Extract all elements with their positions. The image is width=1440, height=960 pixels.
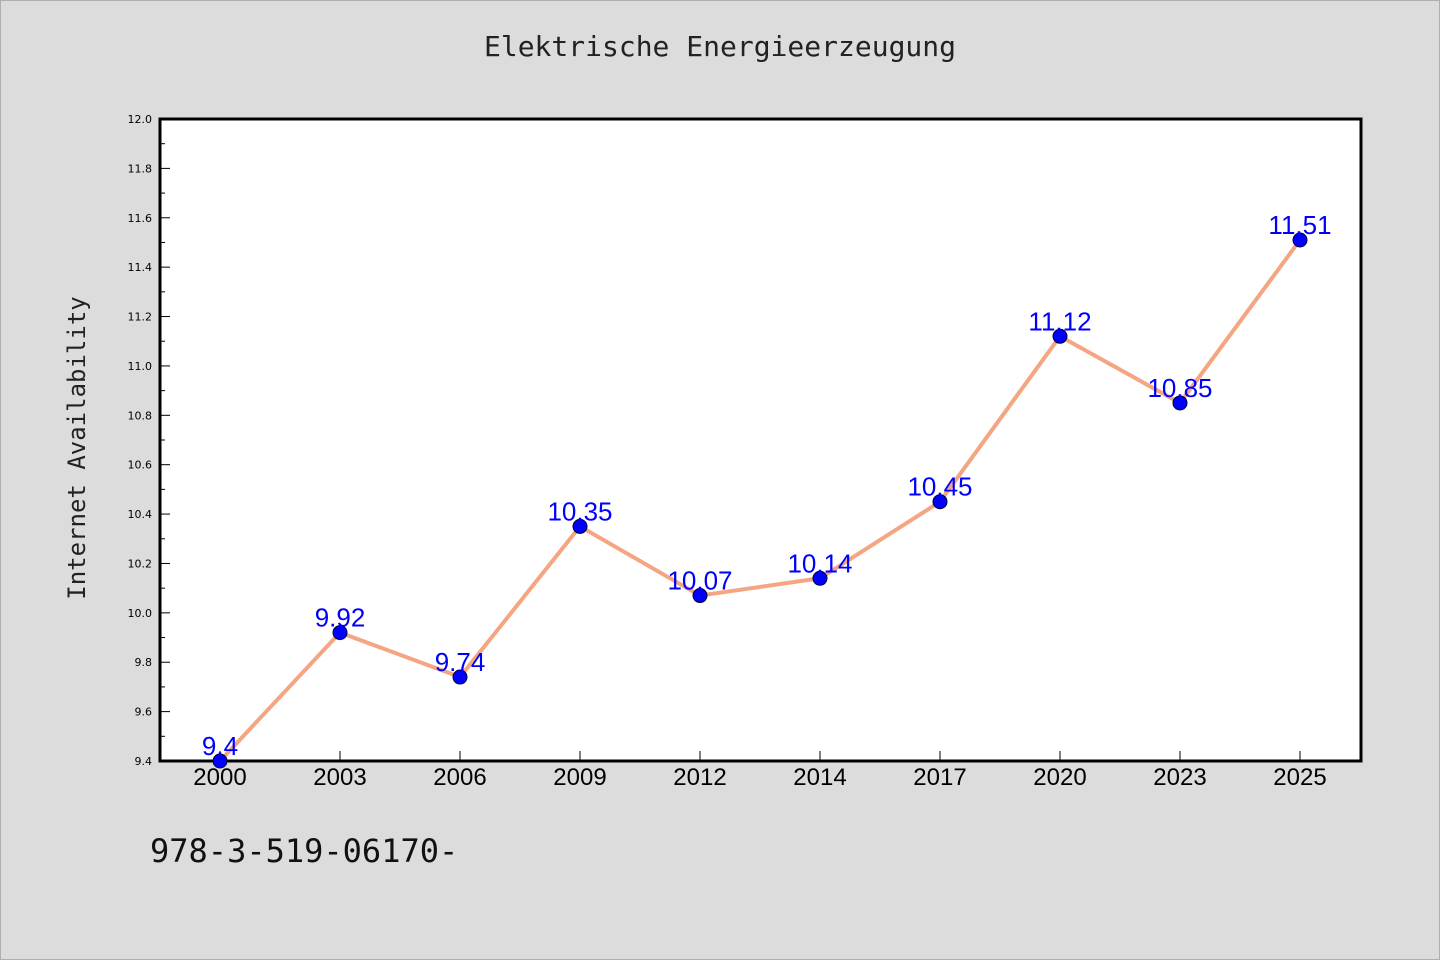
x-tick-label: 2025 [1273,764,1326,791]
y-tick-label: 10.4 [128,508,153,521]
x-tick-label: 2014 [793,764,846,791]
plot-area [158,117,1363,763]
series-line [218,238,1302,763]
x-tick-label: 2023 [1153,764,1206,791]
data-label: 9.92 [315,603,366,633]
y-tick-label: 9.8 [135,656,153,669]
y-tick-label: 11.2 [128,311,153,324]
data-point [1052,328,1068,344]
y-tick-label: 10.6 [128,459,153,472]
footnote-isbn: 978-3-519-06170- [150,832,459,870]
x-tick-label: 2012 [673,764,726,791]
y-tick-label: 11.8 [128,162,153,175]
data-label: 10.85 [1147,373,1212,403]
x-tick-label: 2003 [313,764,366,791]
data-label: 10.45 [907,472,972,502]
x-tick-label: 2017 [913,764,966,791]
y-tick-label: 10.2 [128,557,153,570]
data-label: 10.07 [667,566,732,596]
y-tick-label: 11.6 [128,212,153,225]
x-tick-label: 2020 [1033,764,1086,791]
y-tick-label: 12.0 [128,113,153,126]
chart-title: Elektrische Energieerzeugung [483,30,956,63]
x-tick-label: 2009 [553,764,606,791]
data-point [212,753,228,769]
y-tick-label: 11.4 [128,261,153,274]
data-point [572,518,588,534]
data-point [932,494,948,510]
data-label: 11.51 [1268,210,1331,240]
data-point [812,570,828,586]
y-tick-label: 9.4 [135,755,153,768]
data-point [692,588,708,604]
data-label: 11.12 [1028,306,1091,336]
y-tick-label: 9.6 [135,706,153,719]
data-label: 9.74 [435,647,486,677]
y-tick-label: 10.0 [128,607,153,620]
data-point [1172,395,1188,411]
data-label: 10.14 [787,548,852,578]
y-tick-label: 11.0 [128,360,153,373]
y-tick-label: 10.8 [128,409,153,422]
data-label: 10.35 [547,496,612,526]
data-label: 9.4 [202,731,238,761]
data-point [452,669,468,685]
x-tick-label: 2006 [433,764,486,791]
data-point [332,625,348,641]
data-point [1292,232,1308,248]
